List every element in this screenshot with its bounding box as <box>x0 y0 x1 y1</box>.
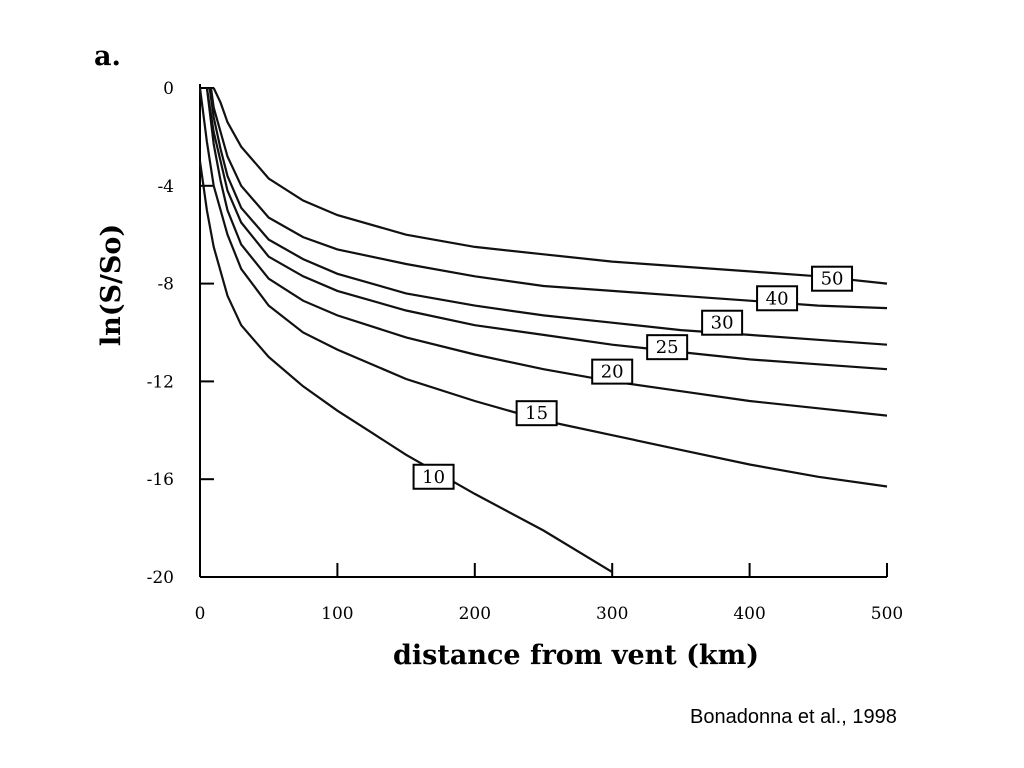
curve-15 <box>198 87 888 488</box>
y-axis-title: ln(S/So) <box>96 224 127 346</box>
curve-label-box <box>515 400 558 427</box>
y-tick-label: -4 <box>157 177 174 197</box>
y-tick-label: -20 <box>147 568 174 588</box>
x-tick-label: 500 <box>871 604 903 624</box>
y-tick-label: 0 <box>163 79 174 99</box>
y-tick-label: -8 <box>157 275 174 295</box>
curve-label: 25 <box>656 337 679 358</box>
curve-label: 10 <box>422 467 445 488</box>
curve-25 <box>205 87 888 371</box>
curve-label-box <box>591 358 634 385</box>
curve-label: 50 <box>821 269 844 290</box>
x-tick-label: 200 <box>459 604 491 624</box>
curve-label-box <box>811 265 854 292</box>
citation: Bonadonna et al., 1998 <box>690 706 897 728</box>
x-tick-label: 400 <box>733 604 765 624</box>
x-tick-label: 300 <box>596 604 628 624</box>
x-tick-label: 0 <box>195 604 206 624</box>
curve-50 <box>212 87 888 285</box>
curves <box>198 87 888 574</box>
panel-tag: a. <box>94 41 121 72</box>
curve-labels: 10 15 20 25 30 40 50 <box>412 265 854 490</box>
curve-label-box <box>646 334 689 361</box>
curve-label: 15 <box>525 403 548 424</box>
curve-label-box <box>756 285 799 312</box>
curve-label: 20 <box>601 362 624 383</box>
curve-label-box <box>701 309 744 336</box>
curve-label-box <box>412 463 455 490</box>
x-axis-title: distance from vent (km) <box>393 640 759 671</box>
curve-label: 40 <box>766 288 789 309</box>
curve-10 <box>198 161 613 574</box>
curve-40 <box>209 87 888 310</box>
y-tick-label: -12 <box>147 372 174 392</box>
y-tick-label: -16 <box>147 470 174 490</box>
curve-20 <box>205 87 888 417</box>
curve-label: 30 <box>711 313 734 334</box>
x-tick-label: 100 <box>321 604 353 624</box>
axes: 0 100 200 300 400 500 0 -4 -8 -12 -16 -20 <box>147 79 904 624</box>
